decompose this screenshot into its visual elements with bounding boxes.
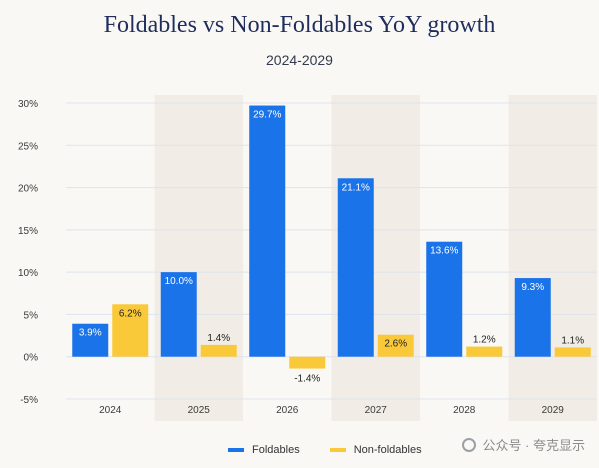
data-label: 3.9% (79, 328, 102, 339)
legend-swatch-non-foldables (329, 448, 346, 452)
y-tick-label: 15% (18, 226, 38, 237)
data-label: -1.4% (294, 374, 320, 385)
x-tick-label: 2027 (365, 405, 388, 416)
bar-non-foldables (289, 356, 326, 369)
data-label: 1.2% (473, 335, 496, 346)
legend-swatch-foldables (228, 448, 244, 452)
bar-foldables (337, 178, 374, 357)
x-tick-label: 2029 (542, 405, 565, 416)
wechat-icon (462, 437, 477, 452)
bar-foldables (160, 272, 197, 357)
legend: Foldables Non-foldables (228, 444, 452, 456)
y-tick-label: 25% (18, 141, 38, 152)
watermark-text: 公众号 · 夸克显示 (482, 438, 585, 453)
data-label: 9.3% (521, 282, 544, 293)
y-tick-label: 10% (18, 268, 38, 279)
x-tick-label: 2028 (453, 405, 476, 416)
x-tick-label: 2025 (188, 405, 211, 416)
bar-non-foldables (466, 346, 503, 357)
chart-title: Foldables vs Non-Foldables YoY growth (103, 12, 496, 38)
legend-label-non-foldables: Non-foldables (353, 444, 422, 456)
data-label: 6.2% (119, 308, 142, 319)
legend-label-foldables: Foldables (252, 444, 300, 456)
y-tick-label: 30% (18, 99, 38, 110)
x-tick-label: 2024 (99, 405, 122, 416)
bar-non-foldables (554, 347, 591, 357)
data-label: 2.6% (384, 339, 407, 350)
data-label: 21.1% (342, 182, 370, 193)
legend-item-non-foldables: Non-foldables (329, 444, 422, 456)
column-band (508, 95, 597, 421)
bar-non-foldables (377, 334, 414, 357)
column-band (154, 95, 243, 421)
watermark: 公众号 · 夸克显示 (462, 435, 585, 454)
data-label: 13.6% (430, 246, 458, 257)
bar-foldables (514, 278, 551, 357)
x-tick-label: 2026 (276, 405, 299, 416)
bar-non-foldables (200, 344, 237, 357)
data-label: 29.7% (253, 110, 281, 121)
y-tick-label: -5% (20, 395, 38, 406)
bar-foldables (72, 323, 109, 357)
y-tick-label: 0% (24, 353, 39, 364)
chart-subtitle: 2024-2029 (266, 52, 333, 68)
data-label: 10.0% (165, 276, 193, 287)
data-label: 1.1% (561, 335, 584, 346)
y-tick-label: 5% (24, 310, 39, 321)
bar-foldables (426, 241, 463, 357)
legend-item-foldables: Foldables (228, 444, 300, 456)
data-label: 1.4% (207, 333, 230, 344)
bar-non-foldables (112, 304, 149, 357)
y-tick-label: 20% (18, 184, 38, 195)
bar-foldables (249, 105, 286, 357)
